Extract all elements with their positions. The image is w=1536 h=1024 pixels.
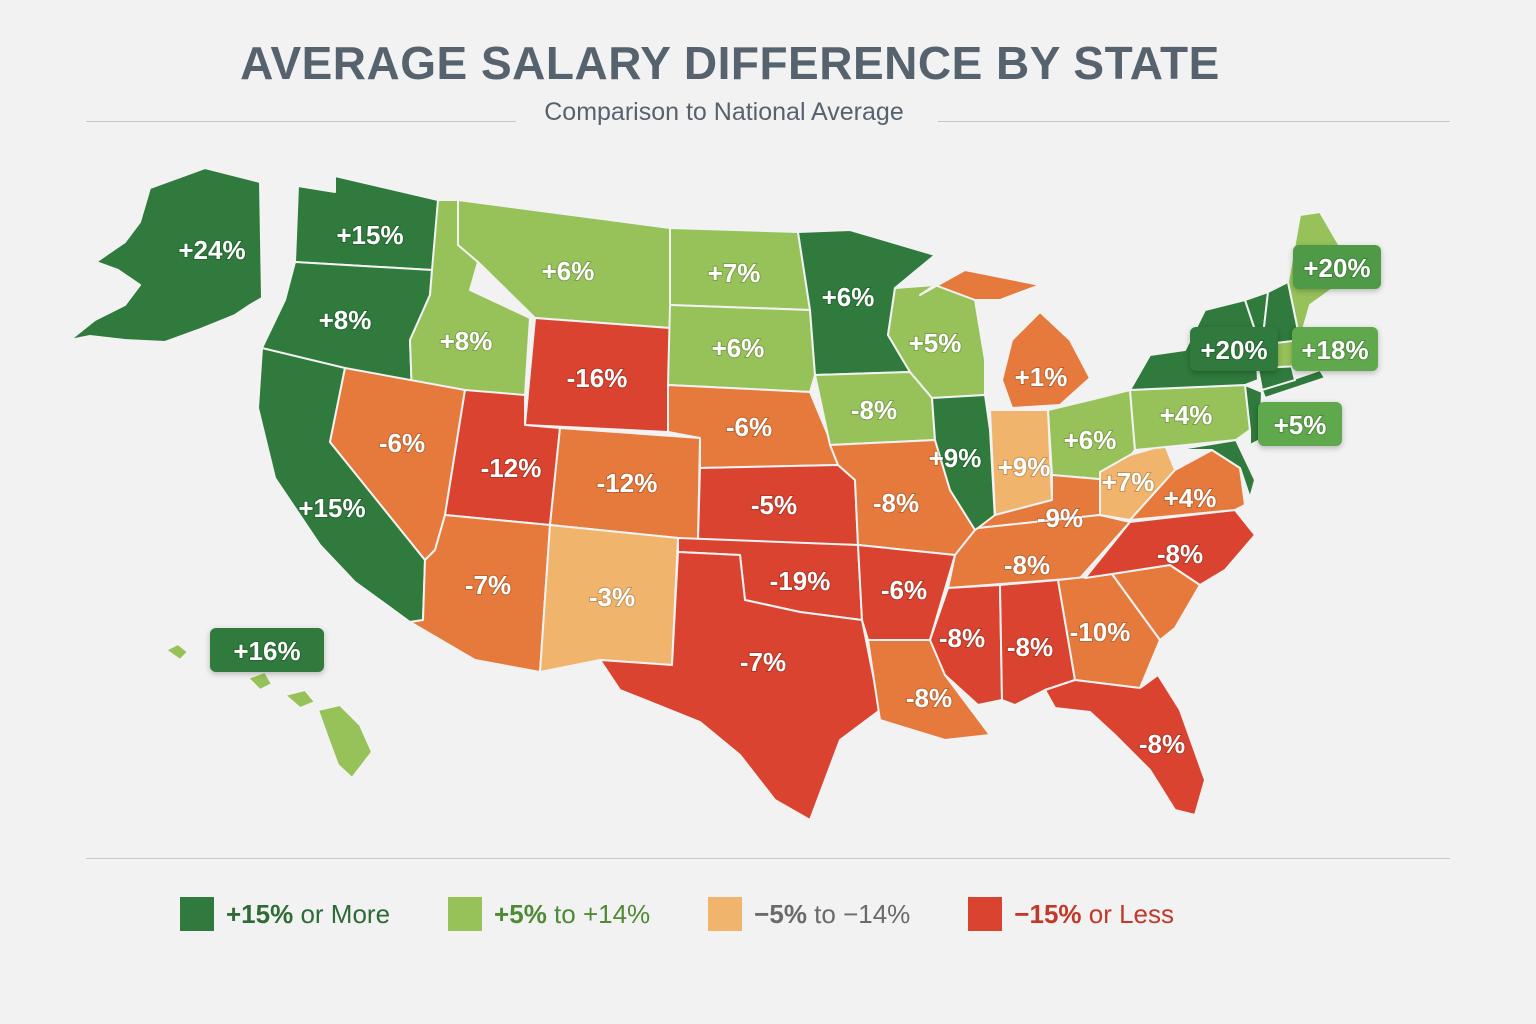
- state-label-ut: -12%: [481, 453, 542, 483]
- legend-item-high: +15% or More: [180, 897, 390, 931]
- state-label-ms: -8%: [939, 623, 985, 653]
- legend-swatch-high: [180, 897, 214, 931]
- state-label-nd: +7%: [708, 258, 761, 288]
- state-label-ma: +18%: [1301, 335, 1368, 365]
- label-box-hi: [210, 628, 324, 672]
- state-label-me: +20%: [1303, 253, 1370, 283]
- state-label-mi: +1%: [1015, 362, 1068, 392]
- state-mi[interactable]: [919, 269, 1091, 409]
- state-hi[interactable]: [165, 643, 373, 779]
- subtitle-divider-left: [86, 121, 516, 122]
- state-label-mo: -8%: [873, 488, 919, 518]
- state-label-or: +8%: [319, 305, 372, 335]
- state-ak[interactable]: [69, 167, 263, 343]
- state-label-tx: -7%: [740, 647, 786, 677]
- legend: +15% or More +5% to +14% −5% to −14% −15…: [180, 896, 1232, 932]
- legend-label-low: −15% or Less: [1014, 898, 1175, 929]
- state-label-ga: -10%: [1070, 617, 1131, 647]
- state-label-tn: -8%: [1004, 550, 1050, 580]
- state-label-sd: +6%: [712, 333, 765, 363]
- subtitle-divider-right: [938, 121, 1450, 122]
- state-label-id: +8%: [440, 326, 493, 356]
- state-label-ne: -6%: [726, 412, 772, 442]
- legend-item-mid-high: +5% to +14%: [448, 897, 650, 931]
- legend-swatch-low: [968, 897, 1003, 931]
- page-title: AVERAGE SALARY DIFFERENCE BY STATE: [240, 37, 1220, 89]
- label-box-nj: [1258, 402, 1342, 446]
- state-label-il: +9%: [929, 443, 982, 473]
- legend-swatch-mid-low: [708, 897, 743, 931]
- label-box-me: [1293, 245, 1381, 289]
- legend-divider: [86, 858, 1450, 859]
- state-label-oh: +6%: [1064, 425, 1117, 455]
- state-label-ok: -19%: [770, 566, 831, 596]
- state-label-ky: -9%: [1037, 503, 1083, 533]
- state-label-mn: +6%: [822, 282, 875, 312]
- legend-item-low: −15% or Less: [968, 897, 1174, 931]
- state-label-co: -12%: [597, 468, 658, 498]
- state-label-ny: +20%: [1200, 335, 1267, 365]
- legend-item-mid-low: −5% to −14%: [708, 897, 910, 931]
- legend-label-mid-low: −5% to −14%: [754, 898, 911, 929]
- state-label-wy: -16%: [567, 363, 628, 393]
- state-tx[interactable]: [599, 551, 881, 821]
- state-label-az: -7%: [465, 570, 511, 600]
- legend-swatch-mid-high: [448, 897, 483, 931]
- state-label-nc: -8%: [1157, 539, 1203, 569]
- state-label-nm: -3%: [589, 582, 635, 612]
- label-box-ma: [1292, 327, 1378, 371]
- label-box-ny: [1190, 327, 1278, 371]
- state-label-pa: +4%: [1160, 400, 1213, 430]
- page-subtitle: Comparison to National Average: [544, 98, 904, 126]
- state-label-wi: +5%: [909, 328, 962, 358]
- state-label-ca: +15%: [298, 493, 365, 523]
- state-label-va: +4%: [1164, 483, 1217, 513]
- state-label-fl: -8%: [1139, 729, 1185, 759]
- state-label-wv: +7%: [1102, 467, 1155, 497]
- state-label-mt: +6%: [542, 256, 595, 286]
- state-nc[interactable]: [1084, 509, 1256, 586]
- state-label-ar: -6%: [881, 575, 927, 605]
- state-fl[interactable]: [1044, 674, 1206, 816]
- state-label-ks: -5%: [751, 490, 797, 520]
- state-label-ak: +24%: [178, 235, 245, 265]
- state-label-in: +9%: [998, 452, 1051, 482]
- state-sd[interactable]: [667, 304, 816, 393]
- state-label-nv: -6%: [379, 428, 425, 458]
- state-label-wa: +15%: [336, 220, 403, 250]
- state-label-ia: -8%: [851, 395, 897, 425]
- state-md[interactable]: [1174, 439, 1256, 499]
- state-nj[interactable]: [1244, 384, 1263, 446]
- state-label-al: -8%: [1007, 632, 1053, 662]
- legend-label-high: +15% or More: [226, 898, 391, 929]
- state-label-la: -8%: [906, 683, 952, 713]
- state-label-hi: +16%: [233, 636, 300, 666]
- state-label-nj: +5%: [1274, 410, 1327, 440]
- legend-label-mid-high: +5% to +14%: [494, 898, 651, 929]
